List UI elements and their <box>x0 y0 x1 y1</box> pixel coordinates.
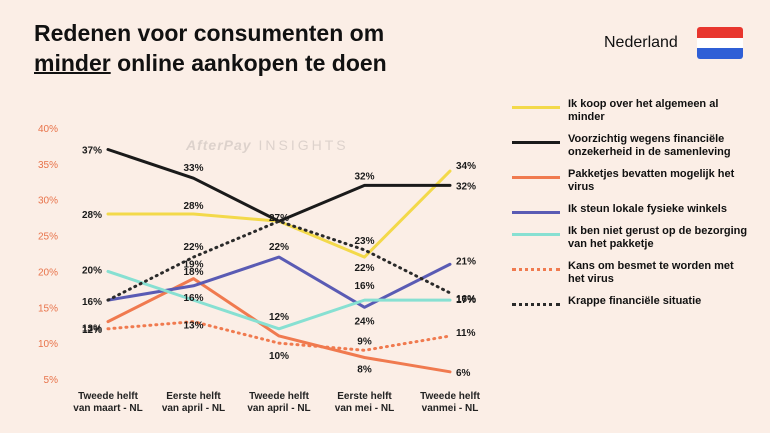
legend-item-lokaal: Ik steun lokale fysieke winkels <box>512 203 762 216</box>
x-tick-label: Tweede helft <box>249 391 309 402</box>
y-tick-label: 20% <box>38 267 58 278</box>
data-label-voorzichtig: 33% <box>183 163 203 174</box>
series-line-virus <box>106 277 452 374</box>
x-tick-label: vanmei - NL <box>422 403 479 414</box>
data-label-voorzichtig: 37% <box>82 146 102 157</box>
legend-swatch <box>512 141 560 144</box>
chart-legend: Ik koop over het algemeen al minder Voorz… <box>512 98 762 317</box>
watermark-brand: AfterPay <box>186 137 252 153</box>
y-tick-label: 10% <box>38 339 58 350</box>
legend-label: Ik steun lokale fysieke winkels <box>568 203 727 215</box>
legend-item-krappe: Krappe financiële situatie <box>512 295 762 308</box>
data-label-gerust: 20% <box>82 265 102 276</box>
legend-item-virus: Pakketjes bevatten mogelijk het virus <box>512 168 762 194</box>
data-label-virus: 13% <box>82 324 102 335</box>
series-line-gerust <box>106 269 452 331</box>
data-label-koop: 28% <box>82 210 102 221</box>
data-label-besmet: 12% <box>82 325 102 336</box>
legend-item-voorzichtig: Voorzichtig wegens financiële onzekerhei… <box>512 133 762 159</box>
title-line-2: minder online aankopen te doen <box>34 48 387 78</box>
data-label-krappe: 16% <box>82 297 102 308</box>
netherlands-flag-icon <box>697 27 743 59</box>
data-label-gerust: 16% <box>183 293 203 304</box>
y-tick-label: 30% <box>38 196 58 207</box>
series-line-voorzichtig <box>106 148 452 223</box>
legend-label: Kans om besmet te worden met het virus <box>568 260 734 285</box>
data-label-gerust: 16% <box>354 281 374 292</box>
legend-item-besmet: Kans om besmet te worden met het virus <box>512 260 762 286</box>
data-label-besmet: 13% <box>183 321 203 332</box>
country-label: Nederland <box>604 34 678 51</box>
data-label-voorzichtig: 32% <box>354 171 374 182</box>
flag-stripe-blue <box>697 48 743 59</box>
watermark-suffix: INSIGHTS <box>258 137 349 153</box>
flag-stripe-red <box>697 27 743 38</box>
data-label-besmet: 9% <box>357 336 372 347</box>
data-label-krappe: 17% <box>456 295 476 306</box>
data-label-besmet: 10% <box>269 351 289 362</box>
data-label-besmet: 11% <box>456 328 476 339</box>
y-tick-label: 15% <box>38 303 58 314</box>
x-tick-label: van maart - NL <box>73 403 142 414</box>
data-label-gerust: 12% <box>269 312 289 323</box>
x-tick-label: van april - NL <box>247 403 310 414</box>
x-tick-label: van april - NL <box>162 403 225 414</box>
legend-label: Ik koop over het algemeen al minder <box>568 98 719 123</box>
data-label-virus: 19% <box>183 260 203 271</box>
data-label-krappe: 23% <box>354 236 374 247</box>
title-line-1: Redenen voor consumenten om <box>34 20 385 46</box>
legend-label: Krappe financiële situatie <box>568 295 702 307</box>
data-label-koop: 27% <box>269 213 289 224</box>
legend-item-gerust: Ik ben niet gerust op de bezorging van h… <box>512 225 762 251</box>
legend-swatch <box>512 303 560 306</box>
data-label-lokaal: 22% <box>269 242 289 253</box>
data-label-lokaal: 18% <box>183 267 203 278</box>
legend-item-koop: Ik koop over het algemeen al minder <box>512 98 762 124</box>
data-label-gerust: 16% <box>456 294 476 305</box>
data-label-koop: 34% <box>456 161 476 172</box>
legend-swatch <box>512 233 560 236</box>
legend-swatch <box>512 268 560 271</box>
y-tick-label: 25% <box>38 232 58 243</box>
data-label-krappe: 22% <box>183 242 203 253</box>
legend-swatch <box>512 106 560 109</box>
x-tick-label: Eerste helft <box>166 391 221 402</box>
legend-label: Voorzichtig wegens financiële onzekerhei… <box>568 133 731 158</box>
flag-stripe-white <box>697 37 743 49</box>
data-label-lokaal: 24% <box>354 316 374 327</box>
data-label-lokaal: 21% <box>456 256 476 267</box>
x-tick-label: Tweede helft <box>78 391 138 402</box>
data-label-virus: 8% <box>357 364 372 375</box>
data-label-virus: 6% <box>456 368 471 379</box>
legend-label: Pakketjes bevatten mogelijk het virus <box>568 168 735 193</box>
data-label-voorzichtig: 32% <box>456 181 476 192</box>
legend-label: Ik ben niet gerust op de bezorging van h… <box>568 225 748 250</box>
title-line-2-rest: online aankopen te doen <box>110 50 387 76</box>
data-label-koop: 28% <box>183 201 203 212</box>
legend-swatch <box>512 211 560 214</box>
series-line-krappe <box>106 219 452 302</box>
title-underlined-word: minder <box>34 50 111 76</box>
series-line-besmet <box>106 320 452 352</box>
chart-title: Redenen voor consumenten om minder onlin… <box>34 18 387 78</box>
x-tick-label: Eerste helft <box>337 391 392 402</box>
x-tick-label: van mei - NL <box>335 403 394 414</box>
x-tick-label: Tweede helft <box>420 391 480 402</box>
data-label-koop: 22% <box>354 263 374 274</box>
legend-swatch <box>512 176 560 179</box>
y-tick-label: 35% <box>38 160 58 171</box>
y-tick-label: 40% <box>38 124 58 135</box>
afterpay-insights-watermark: AfterPay INSIGHTS <box>186 137 349 153</box>
y-tick-label: 5% <box>44 375 59 386</box>
